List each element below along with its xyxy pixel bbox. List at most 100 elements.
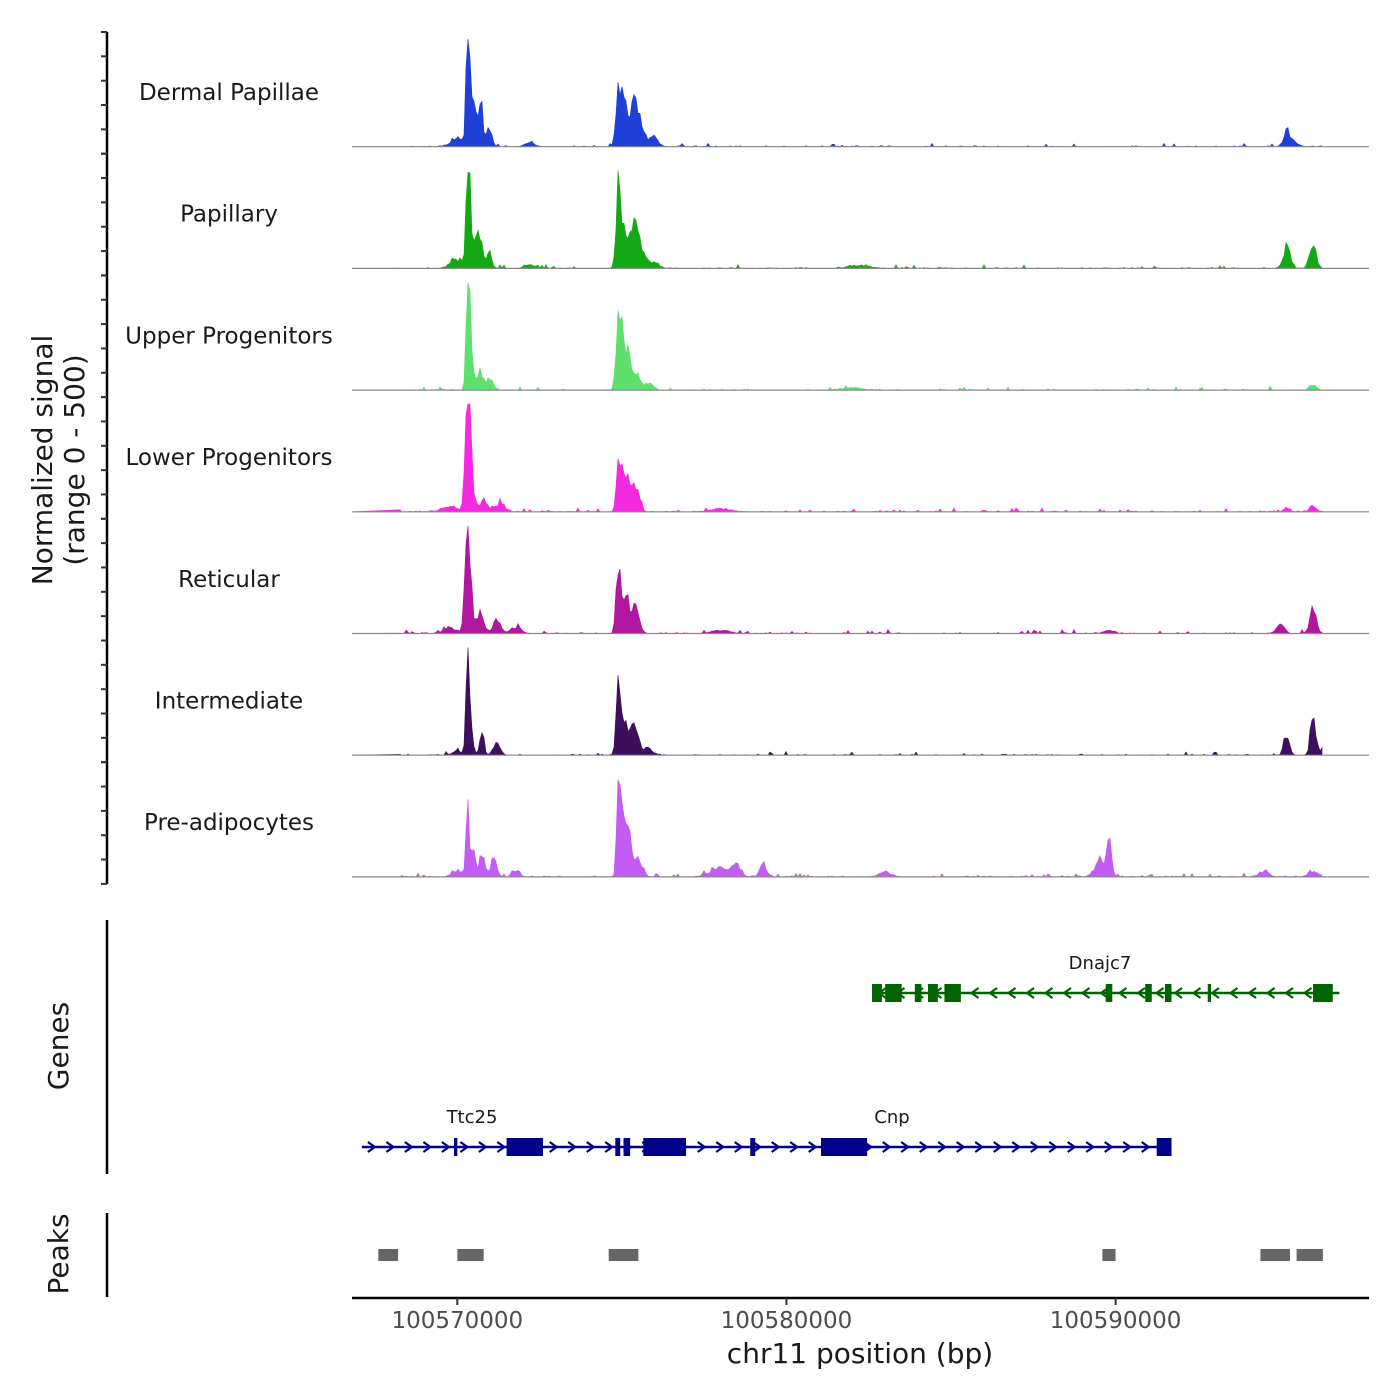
gene-exon — [643, 1138, 687, 1156]
peak-region — [1260, 1249, 1291, 1261]
gene-exon — [1164, 984, 1172, 1002]
coverage-y-axis — [101, 31, 109, 885]
gene-exon — [750, 1138, 756, 1156]
strand-arrow — [1117, 987, 1128, 999]
strand-arrow — [1210, 987, 1220, 999]
peak-region — [457, 1249, 484, 1261]
strand-arrow — [1011, 1141, 1022, 1153]
gene-exon — [454, 1138, 458, 1156]
strand-arrow — [496, 1141, 507, 1153]
peak-region — [1296, 1249, 1323, 1261]
strand-arrow — [956, 1141, 966, 1153]
strand-arrow — [993, 1141, 1003, 1153]
strand-arrow — [367, 1141, 377, 1153]
strand-arrow — [808, 1141, 818, 1153]
peak-region — [1102, 1249, 1116, 1261]
gene-annotation-track: Dnajc7 Ttc25 Cnp — [361, 953, 1340, 1156]
strand-arrow — [1025, 987, 1035, 999]
track-intermediate: Intermediate — [155, 647, 1369, 756]
coverage-area — [352, 282, 1323, 391]
y-axis-title-line1: Normalized signal — [26, 335, 59, 586]
track-label: Dermal Papillae — [139, 80, 319, 106]
strand-arrow — [715, 1141, 726, 1153]
y-axis-title-line2: (range 0 - 500) — [58, 354, 91, 565]
strand-arrow — [1284, 987, 1294, 999]
gene-exon — [1313, 984, 1333, 1002]
strand-arrow — [988, 987, 998, 999]
gene-dnajc7: Dnajc7 — [872, 953, 1340, 1002]
gene-exon — [506, 1138, 543, 1156]
strand-arrow — [882, 1141, 892, 1153]
gene-exon — [615, 1138, 621, 1156]
strand-arrow — [422, 1141, 433, 1153]
strand-arrow — [1030, 1141, 1040, 1153]
gene-exon — [821, 1138, 868, 1156]
strand-arrow — [1247, 987, 1257, 999]
coverage-area — [352, 38, 1323, 148]
strand-arrow — [937, 1141, 948, 1153]
strand-arrow — [1191, 987, 1202, 999]
track-pre-adipocytes: Pre-adipocytes — [144, 779, 1369, 878]
track-dermal-papillae: Dermal Papillae — [139, 38, 1369, 148]
peak-region — [608, 1249, 639, 1261]
track-reticular: Reticular — [178, 525, 1369, 635]
strand-arrow — [1006, 987, 1017, 999]
track-label: Upper Progenitors — [125, 323, 333, 349]
strand-arrow — [1173, 987, 1183, 999]
track-label: Papillary — [180, 202, 278, 228]
strand-arrow — [900, 1141, 911, 1153]
track-papillary: Papillary — [180, 170, 1369, 269]
strand-arrow — [1099, 987, 1109, 999]
gene-exon — [914, 984, 922, 1002]
strand-arrow — [697, 1141, 707, 1153]
coverage-area — [351, 403, 1323, 513]
strand-arrow — [1141, 1141, 1151, 1153]
gene-exon — [944, 984, 961, 1002]
strand-arrow — [752, 1141, 763, 1153]
genes-panel-label: Genes — [42, 1002, 75, 1090]
track-label: Reticular — [178, 567, 280, 593]
x-tick-label: 100570000 — [391, 1308, 523, 1334]
gene-exon — [1145, 984, 1152, 1002]
coverage-tracks: Dermal Papillae Papillary Upper Progenitor… — [125, 38, 1369, 878]
peaks-track — [378, 1249, 1323, 1261]
strand-arrow — [549, 1141, 559, 1153]
strand-arrow — [789, 1141, 800, 1153]
gene-exon — [1156, 1138, 1172, 1156]
strand-arrow — [1080, 987, 1091, 999]
strand-arrow — [478, 1141, 488, 1153]
strand-arrow — [1067, 1141, 1077, 1153]
track-label: Intermediate — [155, 689, 303, 715]
peak-region — [378, 1249, 399, 1261]
strand-arrow — [385, 1141, 396, 1153]
x-axis-title: chr11 position (bp) — [727, 1337, 993, 1370]
track-upper-progenitors: Upper Progenitors — [125, 282, 1369, 391]
x-axis-ticks: 100570000 100580000 100590000 — [391, 1298, 1181, 1334]
gene-label: Cnp — [874, 1107, 909, 1128]
gene-label: Dnajc7 — [1069, 953, 1132, 974]
strand-arrow — [567, 1141, 578, 1153]
gene-exon — [1207, 984, 1212, 1002]
gene-exon — [872, 984, 882, 1002]
strand-arrow — [404, 1141, 414, 1153]
gene-exon — [885, 984, 902, 1002]
gene-exon — [1105, 984, 1113, 1002]
track-label: Pre-adipocytes — [144, 810, 314, 836]
peaks-panel-label: Peaks — [42, 1213, 75, 1294]
strand-arrow — [1265, 987, 1276, 999]
track-label: Lower Progenitors — [126, 445, 333, 471]
gene-label: Ttc25 — [446, 1107, 498, 1128]
x-tick-label: 100590000 — [1050, 1308, 1182, 1334]
coverage-area — [351, 525, 1323, 634]
strand-arrow — [1228, 987, 1239, 999]
strand-arrow — [969, 987, 980, 999]
strand-arrow — [734, 1141, 744, 1153]
strand-arrow — [1062, 987, 1072, 999]
gene-exon — [623, 1138, 631, 1156]
strand-arrow — [586, 1141, 596, 1153]
strand-arrow — [604, 1141, 615, 1153]
strand-arrow — [1302, 987, 1313, 999]
strand-arrow — [1104, 1141, 1114, 1153]
coverage-area — [351, 647, 1323, 756]
